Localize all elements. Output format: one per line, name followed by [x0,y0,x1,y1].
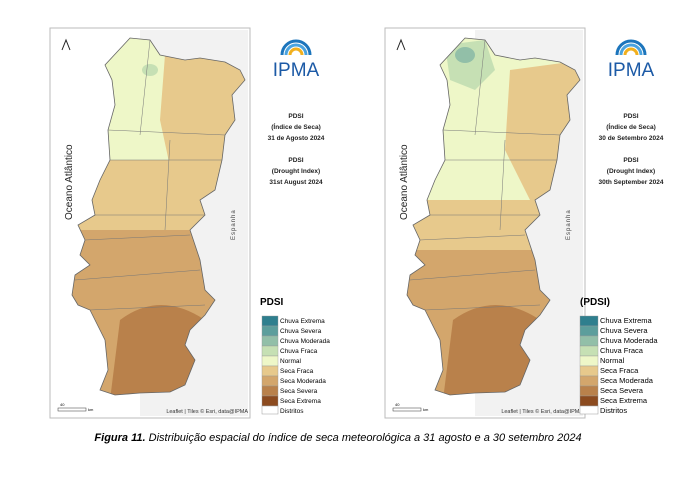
district-borders [409,39,561,311]
legend-swatch [579,315,599,327]
drought-zone [110,305,205,395]
legend-swatch [579,355,599,367]
legend-label: Seca Severa [600,386,644,395]
legend-swatch [261,395,279,407]
info-text: 31 de Agosto 2024 [268,135,325,142]
drought-zone [455,47,475,63]
legend-swatch [261,365,279,377]
info-text: PDSI [288,157,303,164]
legend-swatch [261,385,279,397]
legend-swatch [579,345,599,357]
legend-label: Chuva Fraca [280,348,318,355]
scale-bar [392,407,422,412]
logo-arc [284,43,308,56]
map-panel: Oceano Atlântico Espanha Leaflet | Tiles ©… [384,27,664,419]
info-text: PDSI [623,157,638,164]
info-text: PDSI [288,113,303,120]
legend-swatch [579,365,599,377]
legend-label: Distritos [600,406,627,415]
logo-arc [280,39,312,56]
attribution: Leaflet | Tiles © Esri, data@IPMA [501,408,583,415]
legend-label: Seca Extrema [280,398,321,405]
legend-label: Seca Extrema [600,396,648,405]
logo-arc [288,47,304,56]
country-outline [406,37,581,396]
legend-swatch [579,395,599,407]
legend-label: Seca Severa [280,388,318,395]
country-outline [71,37,246,396]
country-label: Espanha [566,209,572,240]
legend-swatch [261,325,279,337]
ocean-label: Oceano Atlântico [64,144,75,220]
legend-swatch [579,375,599,387]
legend-swatch [579,325,599,337]
info-text: (Drought Index) [272,168,320,175]
legend-label: Seca Fraca [600,366,639,375]
legend-label: Seca Moderada [280,378,326,385]
scale-label: 40 [60,402,65,407]
legend-label: Chuva Extrema [280,318,325,325]
info-text: 30th September 2024 [598,179,663,186]
logo-text: IPMA [608,60,655,81]
scale-unit: km [423,407,429,412]
info-text: (Índice de Seca) [271,122,321,131]
info-text: (Índice de Seca) [606,122,656,131]
info-text: PDSI [623,113,638,120]
legend-swatch [261,315,279,327]
map-panel: Oceano Atlântico Espanha Leaflet | Tiles ©… [49,27,330,419]
legend-label: Chuva Fraca [600,346,644,355]
legend-title: (PDSI) [580,297,610,308]
legend-swatch [579,385,599,397]
legend-swatch [261,355,279,367]
legend-swatch [261,375,279,387]
legend-title: PDSI [260,297,284,308]
district-borders [74,39,226,311]
legend-label: Chuva Severa [280,328,322,335]
logo-text: IPMA [273,60,320,81]
legend-swatch [261,405,279,415]
legend-swatch [261,345,279,357]
caption-label: Figura 11. [94,432,145,444]
drought-zone [142,64,158,76]
north-arrow [61,38,71,51]
info-text: (Drought Index) [607,168,655,175]
legend-label: Normal [600,356,625,365]
logo-arc [615,39,647,56]
legend-label: Chuva Extrema [600,316,653,325]
logo-arc [623,47,639,56]
attribution: Leaflet | Tiles © Esri, data@IPMA [166,408,248,415]
info-text: 31st August 2024 [269,179,323,186]
caption: Figura 11. Distribuição espacial do índi… [94,432,581,444]
logo-arc [619,43,643,56]
legend-label: Seca Fraca [280,368,314,375]
caption-text: Distribuição espacial do índice de seca … [149,432,582,444]
legend-label: Chuva Moderada [280,338,330,345]
legend-label: Normal [280,358,302,365]
drought-zone [443,305,540,395]
country-label: Espanha [231,209,237,240]
legend-swatch [579,405,599,415]
scale-label: 40 [395,402,400,407]
legend-swatch [261,335,279,347]
legend-label: Distritos [280,408,304,415]
scale-bar [57,407,87,412]
legend-label: Chuva Moderada [600,336,658,345]
legend-swatch [579,335,599,347]
scale-unit: km [88,407,94,412]
north-arrow [396,38,406,51]
info-text: 30 de Setembro 2024 [599,135,664,142]
ocean-label: Oceano Atlântico [399,144,410,220]
legend-label: Seca Moderada [600,376,654,385]
legend-label: Chuva Severa [600,326,648,335]
